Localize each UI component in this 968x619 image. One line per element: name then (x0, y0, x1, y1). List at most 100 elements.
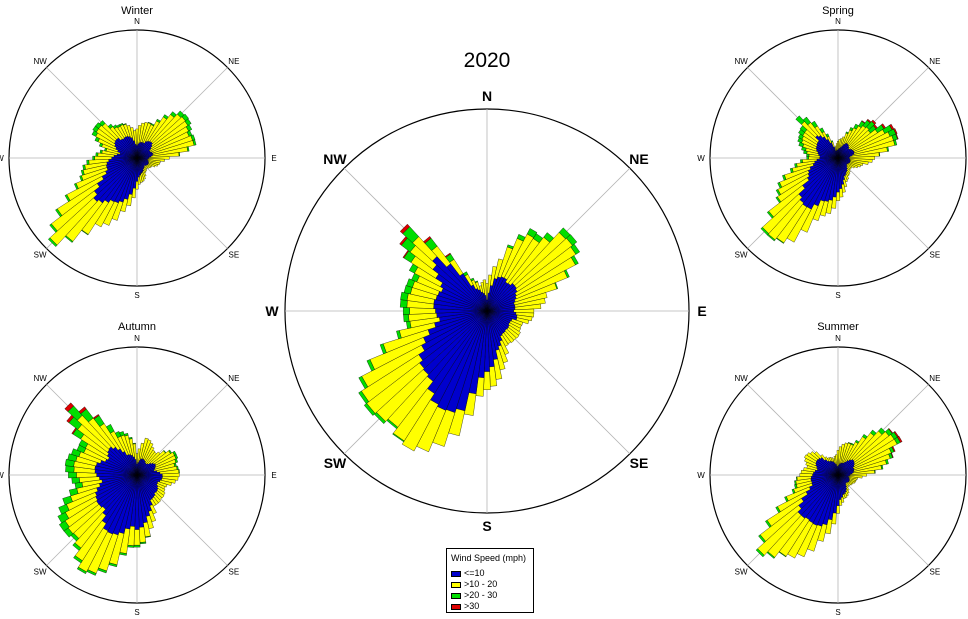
direction-gridline (136, 157, 228, 249)
rose-bar-segment (162, 472, 180, 478)
rose-bar-segment (516, 314, 533, 322)
direction-label: S (835, 291, 840, 300)
rose-bar-segment (423, 236, 432, 244)
rose-bar-segment (810, 451, 820, 460)
rose-bar-segment (570, 243, 580, 255)
rose-bar-segment (148, 161, 159, 167)
legend-title: Wind Speed (mph) (451, 553, 527, 563)
rose-bar-segment (68, 471, 77, 479)
rose-bar-segment (403, 285, 413, 295)
rose-bar-segment (157, 481, 168, 488)
rose-bar-segment (886, 146, 890, 152)
rose-bar-segment (396, 330, 402, 340)
chart-title: 2020 (464, 49, 511, 72)
rose-bar-segment (849, 475, 863, 479)
rose-bar-segment (174, 454, 179, 460)
rose-bar-segment (68, 488, 79, 497)
rose-bar-segment (755, 548, 765, 558)
legend-label: >20 - 30 (464, 590, 498, 600)
direction-label: NE (228, 374, 239, 383)
rose-bar-segment (503, 330, 515, 343)
rose-bar-segment (554, 282, 559, 290)
chart-title: Autumn (118, 321, 156, 333)
rose-bar-segment (893, 128, 898, 135)
rose-bar-segment (835, 191, 841, 201)
rose-bar-segment (794, 480, 797, 485)
legend-item: >10 - 20 (451, 579, 497, 589)
rose-bar-segment (400, 291, 409, 301)
rose-bar-segment (775, 196, 782, 204)
rose-bar-segment (846, 481, 851, 486)
rose-bar-segment (112, 124, 118, 129)
rose-bar-segment (80, 169, 85, 176)
rose-bar-segment (76, 566, 87, 575)
rose-bar-segment (64, 402, 74, 412)
rose-bar-segment (782, 174, 787, 181)
rose-bar-segment (95, 152, 99, 157)
direction-label: NW (734, 374, 748, 383)
bar-group (48, 110, 197, 247)
rose-bar-segment (123, 432, 129, 437)
wind-rose-winter: N NE E SE S SW W NW Winter (0, 5, 277, 300)
rose-bar-segment (893, 139, 898, 146)
direction-label: W (0, 471, 4, 480)
direction-label: SE (630, 455, 649, 471)
rose-bar-segment (849, 478, 857, 483)
rose-bar-segment (144, 446, 155, 462)
rose-bar-segment (392, 433, 405, 443)
wind-rose-autumn: N NE E SE S SW W NW Autumn (0, 321, 277, 617)
chart-title: Summer (817, 321, 859, 333)
direction-label: NW (33, 374, 47, 383)
rose-bar-segment (514, 298, 546, 308)
direction-label: N (482, 88, 492, 104)
rose-bar-segment (92, 155, 95, 161)
rose-bar-segment (825, 133, 830, 138)
rose-bar-segment (848, 156, 875, 160)
rose-bar-segment (819, 127, 825, 134)
rose-bar-segment (57, 512, 70, 524)
direction-label: NW (323, 151, 347, 167)
direction-label: N (835, 17, 841, 26)
rose-bar-segment (58, 520, 70, 532)
rose-bar-segment (147, 159, 161, 164)
bar-group (755, 427, 903, 559)
rose-bar-segment (58, 504, 70, 515)
rose-bar-segment (172, 450, 177, 456)
rose-bar-segment (766, 210, 774, 219)
rose-bar-segment (62, 495, 73, 506)
rose-bar-segment (830, 457, 834, 463)
legend-swatch (451, 603, 461, 610)
direction-label: W (0, 154, 4, 163)
rose-bar-segment (128, 437, 133, 440)
rose-bar-segment (140, 437, 149, 460)
rose-bar-segment (71, 477, 80, 484)
rose-bar-segment (162, 475, 179, 481)
rose-bar-segment (78, 406, 87, 414)
rose-bar-segment (846, 164, 852, 170)
bar-group (358, 223, 580, 453)
rose-bar-segment (126, 124, 133, 139)
rose-bar-segment (827, 457, 831, 462)
rose-bar-segment (836, 505, 840, 514)
rose-bar-segment (814, 451, 823, 460)
rose-bar-segment (506, 327, 520, 339)
rose-bar-segment (86, 159, 90, 165)
rose-bar-segment (511, 318, 524, 326)
rose-bar-segment (119, 431, 125, 437)
direction-label: SW (735, 568, 748, 577)
direction-label: NE (929, 374, 940, 383)
rose-bar-segment (132, 442, 136, 445)
rose-bar-segment (880, 464, 884, 470)
rose-bar-segment (794, 484, 798, 489)
rose-bar-segment (72, 542, 82, 551)
rose-bar-segment (564, 269, 570, 278)
rose-bar-segment (806, 156, 809, 160)
rose-bar-segment (399, 223, 410, 234)
rose-bar-segment (161, 478, 176, 484)
rose-bar-segment (775, 506, 781, 514)
rose-bar-segment (145, 164, 150, 169)
rose-bar-segment (99, 120, 106, 127)
rose-bar-segment (474, 280, 479, 283)
direction-label: SW (34, 251, 47, 260)
